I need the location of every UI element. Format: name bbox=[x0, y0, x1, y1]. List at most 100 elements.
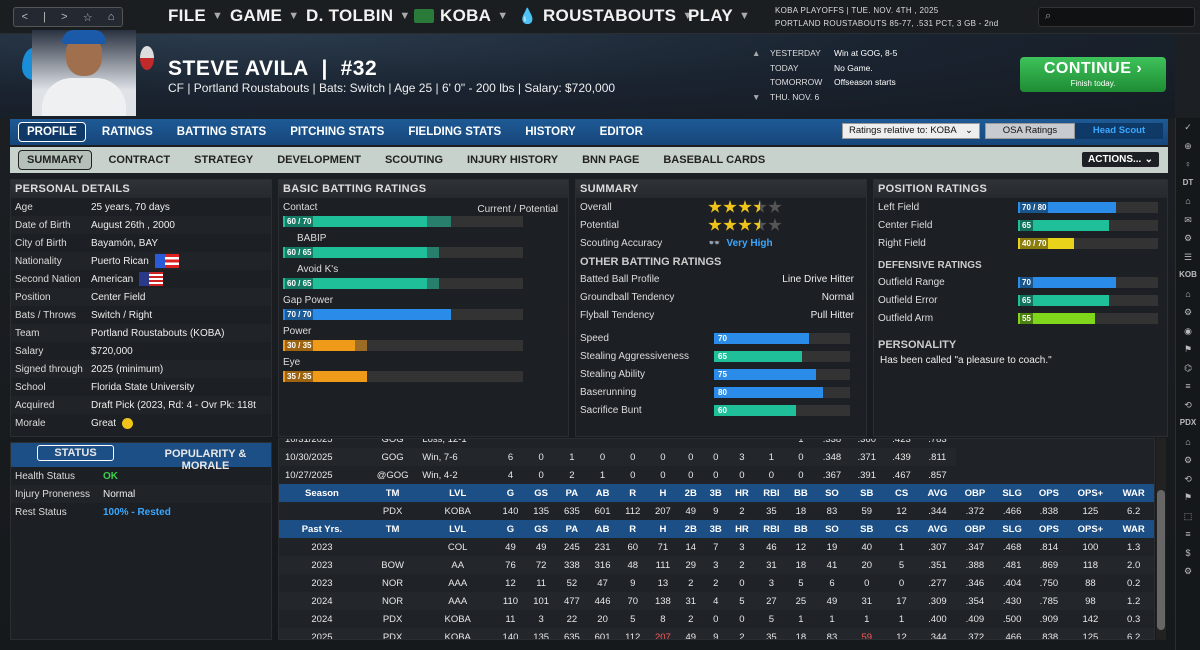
stat-cell: 20 bbox=[861, 559, 873, 571]
player-header bbox=[0, 30, 1175, 118]
back-icon[interactable]: < bbox=[21, 11, 28, 23]
stat-cell: .466 bbox=[1002, 631, 1022, 640]
stat-cell: 2B bbox=[684, 523, 697, 535]
stat-cell: SB bbox=[860, 523, 874, 535]
subtab-summary[interactable]: SUMMARY bbox=[18, 150, 93, 170]
sidebar-nav-icon[interactable]: ◉ bbox=[1184, 325, 1192, 336]
sidebar-nav-icon[interactable]: ✓ bbox=[1184, 122, 1192, 132]
schedule-up-icon[interactable]: ▲ bbox=[752, 48, 761, 58]
current-potential-label: Current / Potential bbox=[477, 204, 558, 215]
sidebar-nav-icon[interactable]: ⟲ bbox=[1184, 399, 1192, 410]
sidebar-nav-icon[interactable]: ✉ bbox=[1184, 214, 1192, 225]
detail-label: Team bbox=[15, 327, 40, 339]
sidebar-nav-icon[interactable]: ⚑ bbox=[1183, 492, 1193, 502]
stat-cell: .404 bbox=[1002, 577, 1022, 589]
sidebar-nav-icon[interactable]: ⌂ bbox=[1185, 436, 1191, 447]
potential-stars bbox=[708, 218, 782, 232]
home-icon[interactable]: ⌂ bbox=[107, 11, 115, 23]
tab-profile[interactable]: PROFILE bbox=[18, 122, 86, 142]
sidebar-nav-icon[interactable]: ⌂ bbox=[1185, 196, 1191, 206]
subtab-bnn-page[interactable]: BNN PAGE bbox=[582, 154, 640, 166]
chevron-down-icon: ⌄ bbox=[1144, 154, 1153, 165]
tab-fielding-stats[interactable]: FIELDING STATS bbox=[408, 126, 502, 138]
sidebar-nav-icon[interactable]: ♀ bbox=[1184, 159, 1192, 169]
stat-cell: 0 bbox=[864, 577, 870, 589]
actions-dropdown[interactable]: ACTIONS... ⌄ bbox=[1081, 151, 1160, 168]
panel-title: POSITION RATINGS bbox=[874, 180, 1167, 198]
past-years-header-row: Past Yrs. TM LVL G GS PA AB R H 2B 3B HR RBI BB SO SB CS… bbox=[279, 520, 1154, 538]
stat-cell: TM bbox=[385, 487, 400, 499]
past-year-row: 2025 PDX KOBA 140 135 635 601 112 207 49 9 2 35 18 83 5… bbox=[279, 628, 1154, 640]
menu-icon[interactable]: | bbox=[43, 11, 46, 23]
tab-history[interactable]: HISTORY bbox=[525, 126, 576, 138]
stat-cell: 35 bbox=[766, 505, 777, 517]
schedule-down-icon[interactable]: ▼ bbox=[752, 91, 761, 102]
other-rating-value: Pull Hitter bbox=[810, 309, 854, 321]
menu-team[interactable]: 💧 ROUSTABOUTS ▼ bbox=[518, 6, 694, 25]
rating-value: 65 bbox=[1020, 294, 1033, 306]
stat-cell: 59 bbox=[861, 505, 873, 517]
sidebar-nav-icon[interactable]: ⬚ bbox=[1183, 510, 1193, 521]
sidebar-nav-icon[interactable]: ⚑ bbox=[1183, 344, 1193, 354]
sidebar-nav-icon[interactable]: ⊕ bbox=[1184, 140, 1192, 151]
search-input[interactable]: ⌕ bbox=[1038, 7, 1195, 27]
rating-value: 60 / 65 bbox=[285, 247, 314, 258]
sidebar-nav-icon[interactable]: ⚙ bbox=[1183, 307, 1193, 317]
tab-popularity-morale[interactable]: POPULARITY & MORALE bbox=[140, 443, 271, 472]
menu-game[interactable]: GAME ▼ bbox=[230, 6, 300, 25]
favorite-icon[interactable]: ☆ bbox=[82, 11, 93, 24]
osa-ratings-toggle[interactable]: OSA Ratings bbox=[985, 123, 1075, 139]
rating-label: Power bbox=[283, 326, 312, 337]
stat-cell bbox=[365, 538, 420, 556]
subtab-scouting[interactable]: SCOUTING bbox=[384, 154, 444, 166]
stat-cell: .346 bbox=[965, 577, 985, 589]
stats-scrollbar[interactable] bbox=[1156, 438, 1166, 640]
sidebar-nav-icon[interactable]: ☰ bbox=[1183, 251, 1193, 262]
sidebar-nav-icon[interactable]: ⌬ bbox=[1184, 362, 1192, 373]
stat-cell: OPS bbox=[1038, 487, 1059, 499]
detail-value: Florida State University bbox=[91, 381, 195, 393]
rating-value: 80 bbox=[718, 387, 727, 397]
rating-value: 60 / 65 bbox=[285, 278, 314, 289]
ratings-relative-select[interactable]: Ratings relative to: KOBA ⌄ bbox=[842, 123, 980, 139]
sidebar-nav-icon[interactable]: ≡ bbox=[1185, 381, 1191, 391]
stat-cell: 2 bbox=[688, 577, 694, 589]
stat-cell: 0 bbox=[630, 469, 636, 481]
tab-status[interactable]: STATUS bbox=[11, 443, 140, 467]
detail-row: Salary $720,000 bbox=[11, 342, 271, 360]
menu-file[interactable]: FILE ▼ bbox=[168, 6, 224, 25]
tab-batting-stats[interactable]: BATTING STATS bbox=[176, 126, 267, 138]
stat-cell: .351 bbox=[928, 559, 947, 571]
subtab-baseball-cards[interactable]: BASEBALL CARDS bbox=[663, 154, 766, 166]
sidebar-nav-icon[interactable]: ≡ bbox=[1185, 529, 1191, 539]
stat-cell: .500 bbox=[1002, 613, 1022, 625]
tab-ratings[interactable]: RATINGS bbox=[101, 126, 153, 138]
running-rating-label: Baserunning bbox=[580, 386, 637, 398]
sidebar-nav-icon[interactable]: ⚙ bbox=[1183, 455, 1193, 465]
sidebar-nav-icon[interactable]: ⌂ bbox=[1185, 288, 1191, 299]
current-fill bbox=[283, 278, 427, 289]
forward-icon[interactable]: > bbox=[61, 11, 68, 23]
sidebar-nav-icon[interactable]: ⚙ bbox=[1183, 566, 1193, 576]
subtab-strategy[interactable]: STRATEGY bbox=[194, 154, 254, 166]
menu-league[interactable]: KOBA ▼ bbox=[414, 6, 508, 26]
menu-play[interactable]: PLAY ▼ bbox=[688, 6, 751, 25]
subtab-injury-history[interactable]: INJURY HISTORY bbox=[467, 154, 559, 166]
subtab-development[interactable]: DEVELOPMENT bbox=[277, 154, 361, 166]
stat-cell: 31 bbox=[861, 595, 873, 607]
detail-row: Nationality Puerto Rican bbox=[11, 252, 271, 270]
sidebar-nav-icon[interactable]: ⟲ bbox=[1184, 473, 1192, 484]
sidebar-nav-icon[interactable]: $ bbox=[1185, 547, 1191, 558]
stat-cell: .909 bbox=[1039, 613, 1059, 625]
stat-cell: SO bbox=[825, 523, 839, 535]
sidebar-nav-icon[interactable]: ⚙ bbox=[1183, 233, 1193, 243]
head-scout-toggle[interactable]: Head Scout bbox=[1075, 123, 1163, 139]
menu-manager[interactable]: D. TOLBIN ▼ bbox=[306, 6, 411, 25]
continue-button[interactable]: CONTINUE › Finish today. bbox=[1020, 57, 1166, 92]
tab-editor[interactable]: EDITOR bbox=[599, 126, 643, 138]
stat-cell: .811 bbox=[928, 451, 947, 463]
tab-pitching-stats[interactable]: PITCHING STATS bbox=[290, 126, 385, 138]
stat-cell bbox=[526, 439, 557, 448]
subtab-contract[interactable]: CONTRACT bbox=[108, 154, 171, 166]
past-year-row: 2024 PDX KOBA 11 3 22 20 5 8 2 0 0 5 1 1 1 1.400.409.500… bbox=[279, 610, 1154, 628]
